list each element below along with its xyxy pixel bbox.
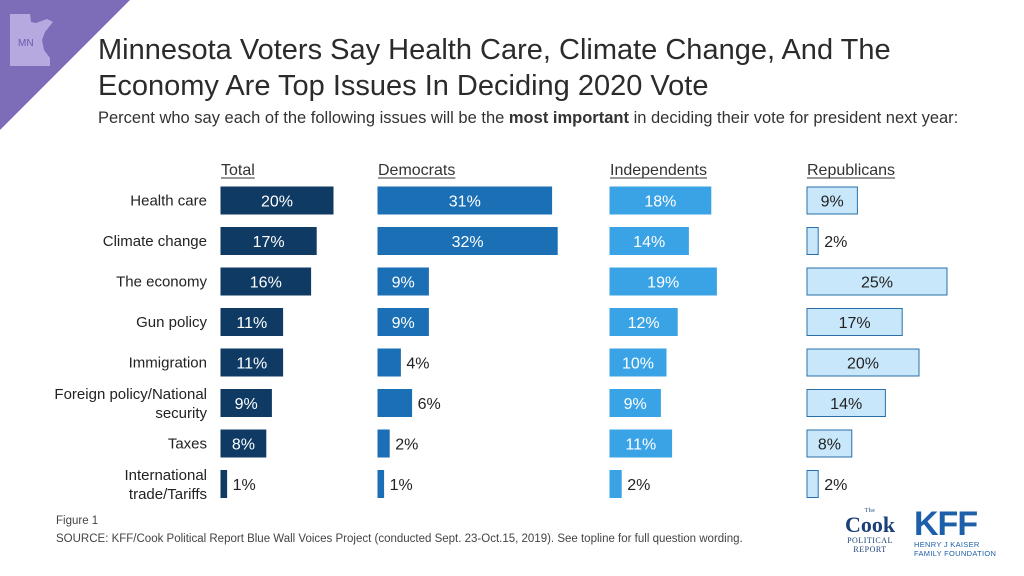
kff-logo: KFF HENRY J KAISER FAMILY FOUNDATION (914, 505, 997, 558)
bar (377, 470, 385, 498)
data-label: 31% (449, 194, 481, 211)
data-label: 14% (830, 396, 862, 413)
bar (377, 227, 558, 255)
data-label: 18% (644, 194, 676, 211)
data-label: 17% (253, 234, 285, 251)
category-label: Immigration (129, 355, 207, 372)
bar (609, 429, 673, 458)
data-label: 12% (628, 315, 660, 332)
subtitle-bold: most important (508, 109, 629, 127)
cook-logo-sub: POLITICAL REPORT (847, 536, 893, 554)
bar (377, 308, 429, 336)
series-header: Total (221, 162, 255, 179)
data-label: 9% (235, 396, 258, 413)
category-label: Taxes (168, 436, 207, 453)
series-header: Democrats (378, 162, 455, 179)
bar (220, 389, 272, 417)
bar (806, 227, 819, 255)
category-label: International (124, 467, 207, 484)
data-label: 11% (625, 437, 656, 454)
bar (220, 308, 284, 336)
category-label: The economy (116, 274, 207, 291)
bar (609, 186, 712, 215)
data-label: 9% (821, 194, 844, 211)
data-label: 2% (627, 477, 650, 494)
state-label: MN (18, 38, 34, 49)
bar-chart: Total Democrats Independents Republicans Hea… (54, 162, 948, 503)
bar (377, 389, 413, 417)
data-label: 2% (824, 234, 847, 251)
data-label: 32% (452, 234, 484, 251)
chart-subtitle: Percent who say each of the following is… (98, 108, 978, 129)
kff-logo-sub-2: FAMILY FOUNDATION (914, 549, 997, 558)
data-label: 10% (622, 356, 654, 373)
data-label: 8% (818, 437, 841, 454)
kff-logo-sub-1: HENRY J KAISER (914, 540, 980, 549)
bar (220, 267, 312, 296)
bar (377, 429, 390, 458)
category-label: Climate change (103, 233, 207, 250)
data-label: 20% (261, 194, 293, 211)
data-label: 16% (250, 275, 282, 292)
category-label: security (155, 405, 207, 422)
bar (220, 348, 284, 377)
data-label: 1% (390, 477, 413, 494)
kff-logo-word: KFF (914, 505, 978, 543)
data-label: 11% (236, 315, 267, 332)
bar (609, 308, 678, 336)
data-label: 2% (395, 437, 418, 454)
data-label: 17% (839, 315, 871, 332)
data-label: 8% (232, 437, 255, 454)
figure-label: Figure 1 (56, 515, 99, 527)
bar (220, 186, 334, 215)
bar (609, 227, 689, 255)
category-label: trade/Tariffs (129, 486, 207, 503)
data-label: 9% (392, 315, 415, 332)
data-label: 25% (861, 275, 893, 292)
state-corner-badge: MN (0, 0, 130, 130)
cook-logo-word: Cook (844, 512, 896, 537)
source-note: SOURCE: KFF/Cook Political Report Blue W… (56, 533, 743, 545)
bar (609, 348, 667, 377)
data-label: 19% (647, 275, 679, 292)
minnesota-shape-icon (10, 14, 53, 66)
bar (806, 348, 920, 377)
data-label: 9% (624, 396, 647, 413)
category-label: Health care (130, 193, 207, 210)
series-header: Republicans (807, 162, 895, 179)
data-label: 14% (633, 234, 665, 251)
bar (609, 470, 622, 498)
subtitle-post: in deciding their vote for president nex… (628, 109, 959, 127)
bar (806, 308, 903, 336)
chart-title: Minnesota Voters Say Health Care, Climat… (98, 34, 891, 102)
data-label: 4% (406, 356, 429, 373)
bar (609, 389, 661, 417)
bar (220, 470, 228, 498)
bar (377, 186, 553, 215)
data-label: 6% (418, 396, 441, 413)
logos: The Cook POLITICAL REPORT KFF HENRY J KA… (838, 505, 1008, 560)
bar (806, 267, 948, 296)
bar (377, 348, 401, 377)
data-label: 11% (236, 356, 267, 373)
category-label: Foreign policy/National (54, 386, 207, 403)
bar (806, 470, 819, 498)
bar (220, 227, 317, 255)
data-label: 2% (824, 477, 847, 494)
cook-political-report-logo: The Cook POLITICAL REPORT (838, 508, 902, 554)
cook-logo-top: The (864, 508, 876, 514)
bar (806, 186, 858, 215)
bar (806, 389, 886, 417)
bar (377, 267, 429, 296)
data-label: 20% (847, 356, 879, 373)
data-label: 9% (392, 275, 415, 292)
bar (806, 429, 853, 458)
series-header: Independents (610, 162, 707, 179)
data-label: 1% (233, 477, 256, 494)
bar (609, 267, 717, 296)
bar (220, 429, 267, 458)
category-label: Gun policy (136, 314, 207, 331)
subtitle-pre: Percent who say each of the following is… (98, 109, 509, 127)
